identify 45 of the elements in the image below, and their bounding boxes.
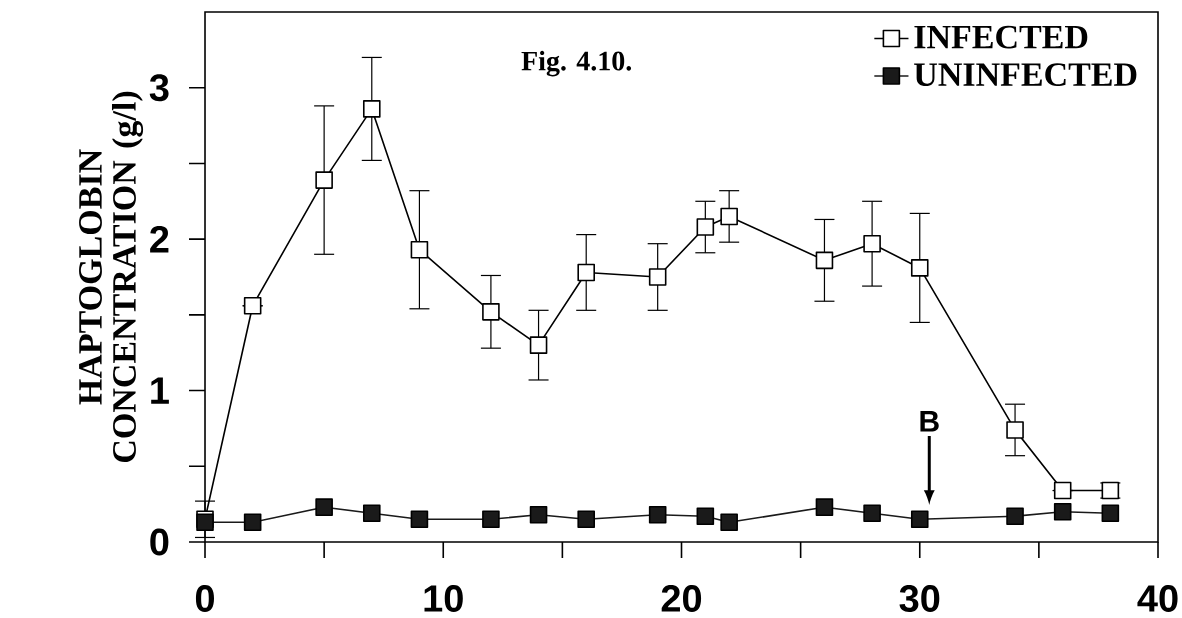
annotation: B (920, 410, 939, 432)
point (863, 504, 881, 523)
point (648, 505, 667, 524)
point (1101, 504, 1120, 523)
y-tick-label: 1 (151, 377, 169, 404)
x-tick-label: 20 (661, 585, 702, 612)
x-tick-label: 40 (1137, 585, 1178, 612)
point (577, 263, 596, 282)
point (482, 510, 500, 529)
point (1006, 507, 1024, 526)
legend-label: UNINFECTED (914, 63, 1137, 87)
x-tick-label: 30 (899, 585, 940, 613)
point (529, 336, 548, 354)
point (529, 505, 548, 524)
point (910, 510, 929, 529)
point (720, 207, 738, 226)
x-tick-label: 0 (195, 585, 215, 612)
point (1053, 502, 1072, 521)
point (315, 171, 333, 189)
y-tick-label: 3 (149, 74, 169, 102)
text: Fig. 4.10. (521, 50, 632, 77)
legend-label: INFECTED (914, 25, 1088, 49)
point (362, 100, 381, 118)
point (863, 234, 881, 253)
y-tick-label: 0 (150, 528, 169, 556)
point (648, 268, 667, 286)
point (243, 296, 262, 315)
point (720, 513, 738, 532)
point (815, 251, 834, 270)
point (1006, 421, 1024, 439)
point (410, 240, 429, 259)
point (482, 303, 500, 321)
point (243, 513, 262, 532)
point (315, 498, 333, 516)
point (362, 504, 381, 523)
point (410, 510, 429, 529)
point (696, 507, 715, 526)
point (910, 259, 929, 277)
point (1053, 481, 1072, 500)
point (696, 218, 715, 236)
point (577, 510, 596, 529)
x-tick-label: 10 (424, 585, 463, 612)
y-axis-title: HAPTOGLOBIN CONCENTRATION (g/l) (79, 91, 144, 463)
y-tick-label: 2 (150, 225, 169, 253)
point (815, 498, 834, 516)
